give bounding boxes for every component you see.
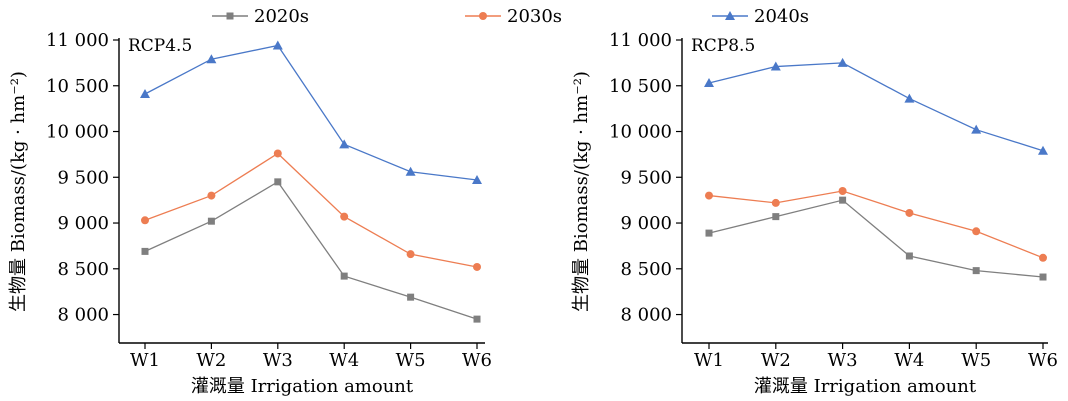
x-tick-label: W5 bbox=[961, 350, 991, 371]
data-point-2030s bbox=[207, 191, 216, 200]
legend: 2020s 2030s 2040s bbox=[212, 6, 809, 27]
data-point-2040s bbox=[837, 57, 848, 67]
data-point-2040s bbox=[206, 54, 217, 64]
data-point-2030s bbox=[972, 227, 981, 236]
legend-label-2020s: 2020s bbox=[254, 6, 309, 27]
chart-panel-rcp85: 8 000 8 500 9 000 9 500 10 000 10 500 11 000 W1… bbox=[571, 30, 1058, 397]
x-tick-label: W3 bbox=[263, 350, 293, 371]
y-tick-label: 9 500 bbox=[620, 167, 672, 188]
data-point-2030s bbox=[340, 212, 349, 221]
x-axis-title: 灌溉量 Irrigation amount bbox=[191, 376, 414, 397]
panel-label: RCP4.5 bbox=[128, 36, 192, 56]
series-line-2030s bbox=[708, 190, 1044, 259]
x-tick-label: W5 bbox=[396, 350, 426, 371]
x-tick-label: W1 bbox=[694, 350, 724, 371]
y-tick-label: 11 000 bbox=[609, 30, 672, 51]
data-point-2020s bbox=[1039, 273, 1047, 281]
data-point-2030s bbox=[771, 198, 780, 207]
data-point-2030s bbox=[473, 262, 481, 271]
y-tick-label: 8 000 bbox=[620, 305, 672, 326]
data-point-2040s bbox=[904, 93, 915, 103]
panel-label: RCP8.5 bbox=[691, 36, 755, 56]
chart-panel-rcp45: 8 000 8 500 9 000 9 500 10 000 10 500 11 000 W1… bbox=[8, 30, 492, 397]
data-point-2020s bbox=[972, 267, 980, 275]
y-tick-label: 8 500 bbox=[620, 259, 672, 280]
data-point-2040s bbox=[140, 88, 150, 98]
y-axis-title: 生物量 Biomass/(kg · hm⁻²) bbox=[8, 71, 29, 312]
data-point-2030s bbox=[273, 149, 282, 158]
data-point-2020s bbox=[473, 315, 481, 323]
data-point-2020s bbox=[274, 178, 282, 186]
data-point-2020s bbox=[905, 252, 913, 260]
y-tick-label: 10 000 bbox=[609, 122, 672, 143]
data-point-2040s bbox=[472, 175, 482, 185]
x-tick-label: W4 bbox=[894, 350, 924, 371]
data-point-2040s bbox=[272, 40, 283, 50]
series-line-2020s bbox=[144, 180, 478, 320]
y-tick-label: 9 000 bbox=[57, 213, 109, 234]
data-point-2030s bbox=[905, 208, 914, 217]
data-point-2030s bbox=[705, 191, 713, 200]
data-point-2040s bbox=[704, 78, 714, 88]
data-point-2040s bbox=[405, 166, 416, 176]
y-tick-label: 10 500 bbox=[609, 76, 672, 97]
y-axis-title: 生物量 Biomass/(kg · hm⁻²) bbox=[571, 71, 592, 312]
data-point-2040s bbox=[1038, 145, 1048, 155]
data-point-2030s bbox=[838, 187, 847, 195]
y-tick-label: 8 000 bbox=[57, 305, 109, 326]
series-line-2030s bbox=[144, 152, 478, 268]
data-point-2030s bbox=[406, 250, 415, 259]
y-tick-label: 9 500 bbox=[57, 167, 109, 188]
series-line-2040s bbox=[144, 44, 478, 181]
y-tick-label: 10 500 bbox=[46, 76, 109, 97]
data-point-2020s bbox=[207, 217, 215, 225]
legend-marker-2040s bbox=[725, 11, 735, 20]
x-tick-label: W6 bbox=[462, 350, 492, 371]
data-point-2020s bbox=[839, 196, 847, 204]
data-point-2020s bbox=[340, 272, 348, 280]
x-tick-label: W2 bbox=[761, 350, 791, 371]
x-tick-label: W6 bbox=[1028, 350, 1058, 371]
series-line-2020s bbox=[708, 199, 1044, 278]
x-tick-label: W3 bbox=[828, 350, 858, 371]
y-tick-label: 10 000 bbox=[46, 122, 109, 143]
data-point-2030s bbox=[141, 216, 149, 225]
data-point-2020s bbox=[772, 213, 780, 221]
y-tick-label: 9 000 bbox=[620, 213, 672, 234]
x-tick-label: W1 bbox=[130, 350, 160, 371]
data-point-2040s bbox=[339, 139, 350, 149]
x-tick-label: W2 bbox=[196, 350, 226, 371]
data-point-2030s bbox=[1039, 253, 1047, 262]
data-point-2040s bbox=[770, 61, 781, 71]
legend-marker-2020s bbox=[226, 12, 234, 20]
legend-label-2030s: 2030s bbox=[507, 6, 562, 27]
legend-label-2040s: 2040s bbox=[754, 6, 809, 27]
data-point-2040s bbox=[971, 124, 982, 134]
y-tick-label: 11 000 bbox=[46, 30, 109, 51]
legend-marker-2030s bbox=[479, 12, 487, 20]
x-tick-label: W4 bbox=[329, 350, 359, 371]
x-axis-title: 灌溉量 Irrigation amount bbox=[754, 376, 977, 397]
data-point-2020s bbox=[407, 293, 415, 301]
data-point-2020s bbox=[705, 229, 713, 237]
data-point-2020s bbox=[141, 247, 149, 255]
y-tick-label: 8 500 bbox=[57, 259, 109, 280]
series-line-2040s bbox=[708, 62, 1044, 152]
